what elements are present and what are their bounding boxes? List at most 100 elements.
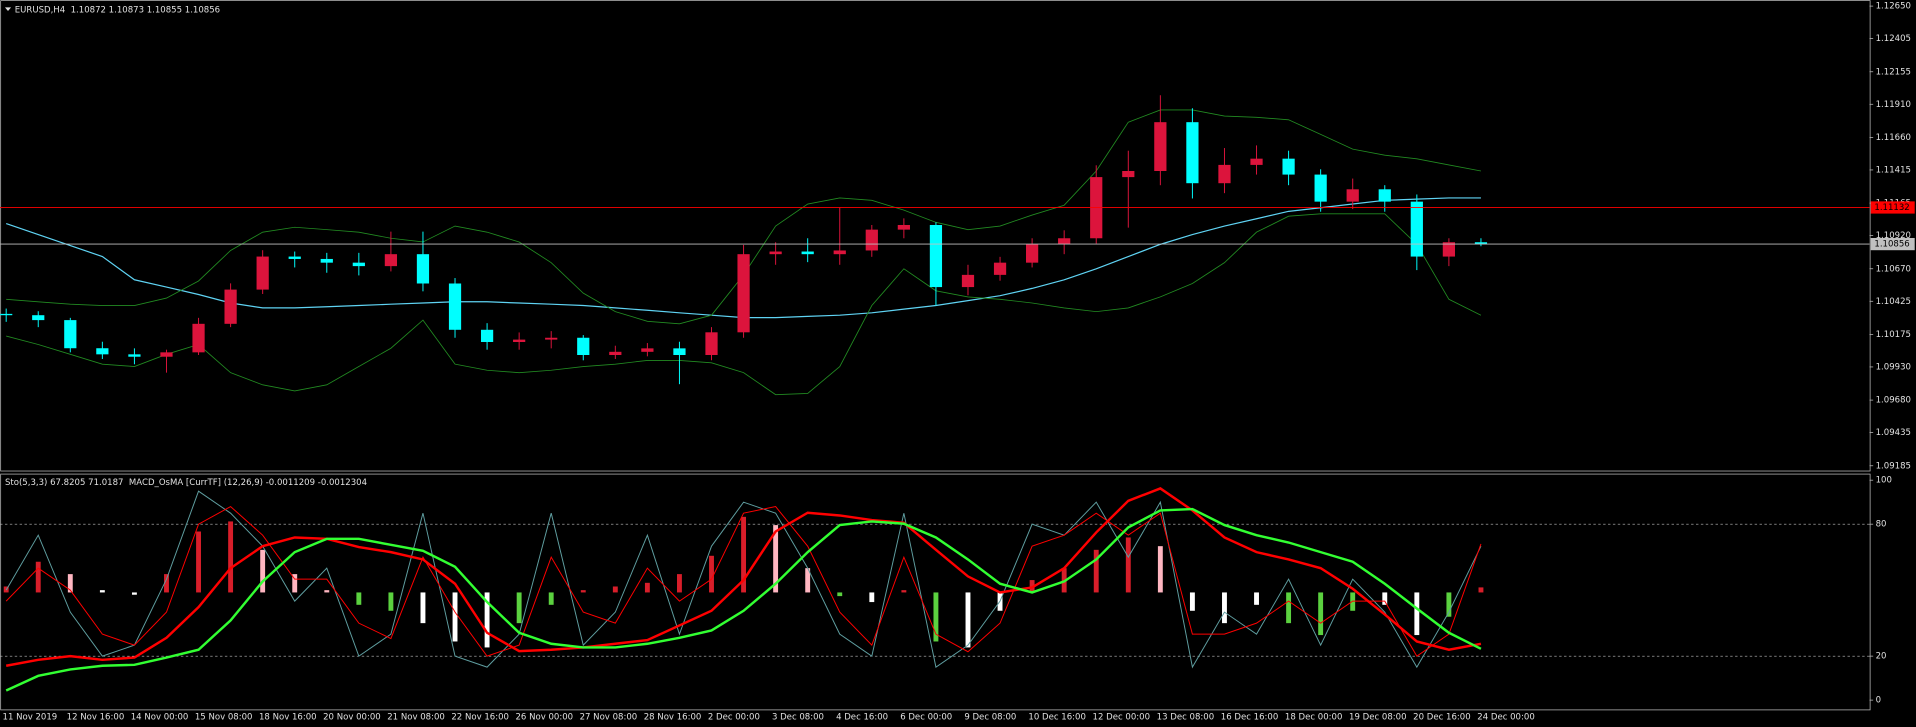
candle-body bbox=[1442, 242, 1456, 257]
histogram-bar bbox=[516, 592, 522, 624]
candle-body bbox=[545, 337, 558, 340]
candle-body bbox=[448, 283, 462, 330]
candle-body bbox=[865, 229, 878, 251]
histogram-bar bbox=[901, 590, 907, 593]
histogram-bar bbox=[644, 582, 650, 593]
x-tick-label: 20 Nov 00:00 bbox=[323, 713, 381, 723]
candle-body bbox=[929, 224, 943, 288]
candle-body bbox=[993, 262, 1007, 275]
indicator-line bbox=[5, 505, 1482, 657]
histogram-bar bbox=[965, 592, 971, 648]
histogram-bar bbox=[1446, 592, 1452, 617]
histogram-bar bbox=[837, 592, 843, 597]
candle-body bbox=[160, 352, 173, 357]
x-tick-label: 9 Dec 08:00 bbox=[964, 713, 1016, 723]
histogram-bar bbox=[35, 561, 41, 593]
x-tick-label: 24 Dec 00:00 bbox=[1477, 713, 1534, 723]
candle-body bbox=[64, 320, 77, 349]
y-tick-label: 0 bbox=[1876, 696, 1881, 706]
x-tick-label: 6 Dec 00:00 bbox=[900, 713, 952, 723]
histogram-bar bbox=[612, 586, 618, 593]
candle-body bbox=[833, 250, 846, 255]
histogram-bar bbox=[548, 592, 554, 605]
candle-body bbox=[192, 323, 205, 353]
histogram-bar bbox=[1318, 592, 1324, 636]
indicator-line bbox=[5, 507, 1482, 692]
y-tick-label: 1.12155 bbox=[1876, 67, 1911, 77]
histogram-bar bbox=[228, 521, 234, 593]
histogram-bar bbox=[388, 592, 394, 611]
x-tick-label: 16 Dec 16:00 bbox=[1221, 713, 1278, 723]
candle-body bbox=[416, 254, 430, 284]
histogram-bar bbox=[869, 592, 875, 603]
histogram-bar bbox=[196, 531, 201, 593]
candle-body bbox=[0, 313, 13, 316]
indicator-line bbox=[6, 213, 1482, 396]
candle-body bbox=[32, 315, 45, 321]
x-tick-label: 10 Dec 16:00 bbox=[1028, 713, 1085, 723]
histogram-bar bbox=[164, 574, 169, 593]
histogram-bar bbox=[484, 592, 490, 648]
y-tick-label: 1.12405 bbox=[1876, 34, 1911, 44]
x-tick-label: 20 Dec 16:00 bbox=[1413, 713, 1470, 723]
y-tick-label: 80 bbox=[1876, 520, 1887, 530]
indicator-pane-frame bbox=[0, 473, 1871, 711]
histogram-bar bbox=[709, 555, 714, 593]
histogram-bar bbox=[773, 525, 779, 593]
price-label-box bbox=[1870, 237, 1915, 251]
x-tick-label: 11 Nov 2019 bbox=[3, 713, 58, 723]
x-tick-label: 13 Dec 08:00 bbox=[1157, 713, 1214, 723]
candle-body bbox=[1474, 242, 1488, 245]
indicator-title: Sto(5,3,3) 67.8205 71.0187 MACD_OsMA [Cu… bbox=[5, 478, 367, 488]
y-tick-label: 1.10670 bbox=[1876, 264, 1911, 274]
histogram-bar bbox=[99, 590, 105, 593]
candle-body bbox=[1122, 170, 1135, 178]
candle-body bbox=[897, 224, 910, 230]
x-tick-label: 14 Nov 00:00 bbox=[131, 713, 189, 723]
y-tick-label: 1.09435 bbox=[1876, 428, 1911, 438]
x-tick-label: 15 Nov 08:00 bbox=[195, 713, 253, 723]
histogram-bar bbox=[741, 516, 747, 593]
y-tick-label: 20 bbox=[1876, 652, 1887, 662]
symbol-menu-arrow[interactable] bbox=[4, 7, 12, 11]
candle-body bbox=[1314, 174, 1327, 202]
histogram-bar bbox=[1286, 592, 1292, 624]
price-label-box bbox=[1870, 201, 1915, 214]
candle-body bbox=[609, 351, 622, 355]
histogram-bar bbox=[1382, 592, 1388, 605]
candle-body bbox=[352, 262, 365, 267]
x-tick-label: 3 Dec 08:00 bbox=[772, 713, 824, 723]
candle-body bbox=[705, 332, 718, 355]
x-tick-label: 28 Nov 16:00 bbox=[644, 713, 702, 723]
y-tick-label: 1.11910 bbox=[1876, 100, 1911, 110]
histogram-bar bbox=[1222, 592, 1227, 624]
candle-body bbox=[737, 254, 750, 333]
x-tick-label: 12 Dec 00:00 bbox=[1093, 713, 1150, 723]
candle-body bbox=[961, 274, 975, 288]
candle-body bbox=[128, 354, 141, 357]
main-title: EURUSD,H4 1.10872 1.10873 1.10855 1.1085… bbox=[15, 5, 220, 15]
x-tick-label: 4 Dec 16:00 bbox=[836, 713, 888, 723]
histogram-bar bbox=[452, 592, 458, 642]
histogram-bar bbox=[1189, 592, 1195, 611]
histogram-bar bbox=[260, 549, 266, 593]
y-tick-label: 1.09680 bbox=[1876, 396, 1911, 406]
candle-body bbox=[480, 329, 494, 342]
y-tick-label: 1.10920 bbox=[1876, 231, 1911, 241]
candle-body bbox=[224, 289, 237, 324]
candle-body bbox=[1154, 122, 1167, 171]
x-tick-label: 26 Nov 00:00 bbox=[515, 713, 573, 723]
candle-body bbox=[1378, 189, 1391, 202]
histogram-bar bbox=[1125, 537, 1131, 593]
candle-body bbox=[577, 337, 590, 355]
candle-body bbox=[1218, 164, 1231, 184]
y-tick-label: 1.10425 bbox=[1876, 297, 1911, 307]
candle-body bbox=[288, 256, 301, 259]
y-tick-label: 1.09930 bbox=[1876, 362, 1911, 372]
histogram-bar bbox=[677, 574, 682, 593]
histogram-bar bbox=[580, 590, 586, 593]
candle-body bbox=[801, 251, 814, 255]
y-tick-label: 1.12650 bbox=[1876, 2, 1911, 12]
